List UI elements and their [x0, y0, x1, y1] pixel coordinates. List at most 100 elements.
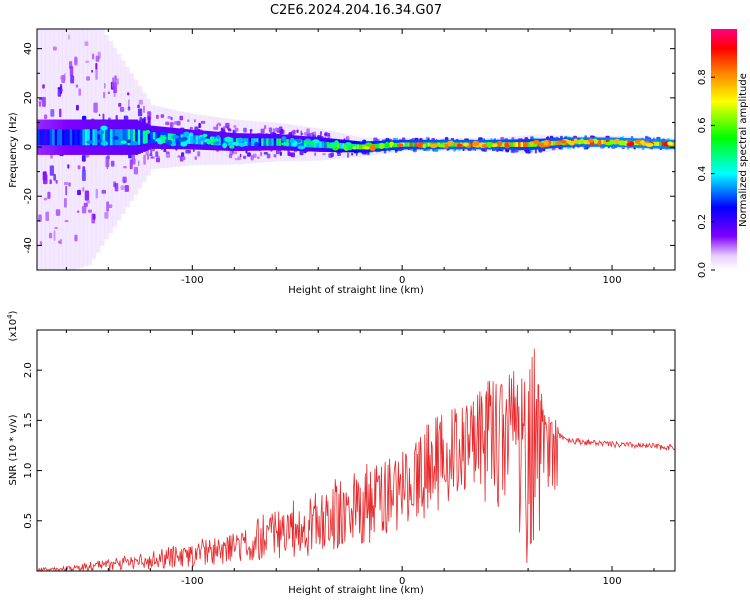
heatmap-cell	[197, 151, 201, 157]
heatmap-cell	[213, 126, 217, 131]
heatmap-cell	[81, 206, 87, 214]
heatmap-ridge-peak	[130, 129, 134, 146]
heatmap-cell	[77, 210, 80, 213]
heatmap-ridge-peak	[301, 140, 305, 148]
heatmap-ridge-peak	[273, 138, 277, 146]
heatmap-cell	[67, 164, 70, 169]
heatmap-ridge-peak	[170, 133, 174, 144]
heatmap-ridge-peak	[356, 144, 360, 150]
heatmap-blob	[199, 136, 206, 141]
heatmap-ridge-peak	[140, 130, 144, 145]
heatmap-panel: -100 0 100 -40 -20 0 20 40 Height of straight l…	[8, 28, 676, 296]
y-tick-label: 2.0	[23, 362, 34, 378]
heatmap-cell	[200, 120, 206, 124]
heatmap-cell	[181, 152, 185, 158]
heatmap-ridge-peak	[167, 133, 171, 144]
heatmap-ridge-peak	[336, 142, 340, 149]
heatmap-ridge-peak	[84, 129, 88, 146]
heatmap-cell	[38, 98, 44, 101]
heatmap-cell	[54, 226, 58, 230]
heatmap-ridge-peak	[427, 142, 431, 147]
heatmap-ridge-peak	[82, 129, 86, 146]
heatmap-ridge-peak	[127, 129, 131, 146]
heatmap-blob	[189, 132, 194, 137]
heatmap-cell	[120, 185, 125, 190]
snr-y-axis-label: SNR (10 * v/v)	[8, 414, 19, 485]
heatmap-cell	[264, 125, 267, 130]
heatmap-cell	[47, 191, 51, 199]
heatmap-ridge-peak	[120, 129, 124, 146]
heatmap-ridge-peak	[155, 132, 159, 143]
colorbar-tick-label: 0.8	[697, 69, 708, 85]
heatmap-ridge-peak	[518, 142, 521, 147]
x-tick-label: -100	[181, 576, 204, 587]
heatmap-cell	[81, 155, 86, 162]
heatmap-cell	[217, 122, 221, 126]
heatmap-cell	[91, 69, 94, 73]
heatmap-blob	[597, 140, 602, 146]
heatmap-blob	[456, 143, 463, 148]
heatmap-ridge-peak	[404, 142, 408, 147]
colorbar-ticks: 0.0 0.2 0.4 0.6 0.8	[697, 69, 715, 278]
heatmap-cell	[45, 211, 50, 222]
heatmap-ridge-peak	[52, 129, 56, 146]
heatmap-cell	[530, 136, 534, 140]
heatmap-cell	[57, 87, 62, 97]
heatmap-blob	[365, 142, 373, 147]
heatmap-cell	[65, 185, 68, 196]
heatmap-cell	[132, 158, 136, 165]
heatmap-ridge-peak	[603, 140, 607, 145]
heatmap-blob	[155, 138, 162, 142]
heatmap-blob	[159, 131, 168, 136]
heatmap-cell	[84, 190, 90, 201]
heatmap-blob	[229, 145, 235, 149]
heatmap-cell	[160, 114, 165, 118]
heatmap-ridge-peak	[59, 129, 63, 146]
colorbar-gradient	[711, 29, 737, 270]
heatmap-ridge-peak	[57, 129, 61, 146]
heatmap-blob	[112, 136, 119, 140]
heatmap-cell	[173, 121, 178, 125]
snr-background	[37, 330, 675, 571]
heatmap-ridge-peak	[334, 142, 338, 149]
heatmap-blob	[148, 138, 156, 145]
heatmap-cell	[260, 151, 263, 157]
heatmap-ridge-peak	[218, 137, 222, 146]
heatmap-blob	[214, 140, 220, 145]
heatmap-ridge-peak	[198, 135, 202, 145]
heatmap-blob	[86, 140, 94, 144]
heatmap-ridge-peak	[523, 142, 526, 148]
heatmap-cell	[103, 91, 106, 99]
heatmap-ridge-peak	[424, 142, 428, 147]
heatmap-blob	[247, 141, 252, 147]
heatmap-cell	[233, 125, 237, 128]
heatmap-cell	[351, 153, 354, 156]
heatmap-cell	[322, 153, 326, 156]
heatmap-ridge-peak	[145, 131, 149, 144]
heatmap-cell	[314, 131, 317, 136]
heatmap-ridge-peak	[79, 129, 83, 146]
heatmap-cell	[128, 99, 130, 109]
heatmap-cell	[179, 115, 184, 121]
heatmap-blob	[363, 145, 371, 150]
heatmap-blob	[281, 136, 287, 142]
heatmap-cell	[95, 188, 98, 199]
heatmap-cell	[55, 179, 58, 184]
heatmap-ridge-peak	[268, 138, 272, 146]
heatmap-blob	[216, 135, 221, 139]
heatmap-cell	[107, 91, 111, 95]
heatmap-cell	[177, 155, 182, 158]
heatmap-ridge-peak	[64, 129, 68, 146]
heatmap-cell	[64, 220, 69, 223]
heatmap-cell	[249, 129, 253, 132]
heatmap-cell	[198, 123, 202, 129]
heatmap-cell	[239, 153, 242, 158]
heatmap-cell	[119, 106, 125, 112]
heatmap-ridge-peak	[351, 143, 355, 150]
heatmap-ridge-peak	[586, 140, 589, 145]
heatmap-blob	[332, 146, 339, 151]
heatmap-cell	[122, 176, 127, 183]
heatmap-cell	[319, 131, 322, 136]
heatmap-cell	[133, 166, 139, 175]
heatmap-blob	[238, 142, 246, 147]
